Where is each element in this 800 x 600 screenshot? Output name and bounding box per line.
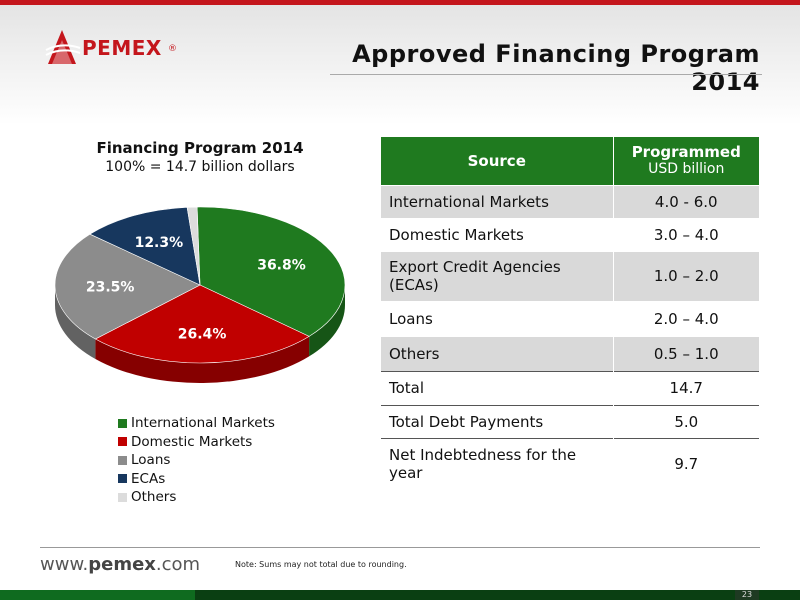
table-row: International Markets 4.0 - 6.0 xyxy=(381,184,759,218)
legend-item: International Markets xyxy=(118,414,275,433)
row-value: 3.0 – 4.0 xyxy=(612,217,759,251)
pie-data-label: 1.1% xyxy=(171,195,210,197)
legend-swatch xyxy=(118,437,127,447)
table-row: Total Debt Payments 5.0 xyxy=(381,404,759,438)
pie-slice-side xyxy=(55,285,96,360)
row-value: 14.7 xyxy=(612,370,759,405)
legend-label: Loans xyxy=(131,452,171,469)
pie-slice xyxy=(196,206,346,337)
legend-item: Domestic Markets xyxy=(118,433,275,452)
table-row: Domestic Markets 3.0 – 4.0 xyxy=(381,217,759,251)
chart-title: Financing Program 2014 xyxy=(96,139,304,157)
slide-title: Approved Financing Program 2014 xyxy=(352,40,760,96)
pie-slice xyxy=(186,206,201,286)
legend-swatch xyxy=(118,418,127,428)
legend-swatch xyxy=(118,474,127,484)
row-value: 4.0 - 6.0 xyxy=(612,184,759,218)
logo-registered-mark: ® xyxy=(168,44,177,54)
row-source: Loans xyxy=(381,300,613,336)
site-prefix: www. xyxy=(40,554,89,575)
pie-slice xyxy=(89,206,201,286)
pie-slice xyxy=(54,233,201,340)
legend-swatch xyxy=(118,455,127,465)
site-suffix: .com xyxy=(155,554,201,575)
legend-item: ECAs xyxy=(118,470,275,489)
pie-slice-side xyxy=(309,285,345,357)
legend-swatch xyxy=(118,492,127,502)
header-source: Source xyxy=(381,137,614,185)
pie-data-label: 26.4% xyxy=(178,326,227,342)
pie-slice xyxy=(94,284,310,364)
header-background xyxy=(0,5,800,125)
site-brand: pemex xyxy=(88,554,156,575)
row-source: Domestic Markets xyxy=(381,217,613,251)
pie-data-label: 23.5% xyxy=(86,279,135,295)
legend-label: International Markets xyxy=(131,415,275,432)
chart-subtitle: 100% = 14.7 billion dollars xyxy=(105,159,295,175)
row-value: 0.5 – 1.0 xyxy=(612,335,759,371)
table-row: Net Indebtedness for the year 9.7 xyxy=(381,437,759,490)
legend-item: Loans xyxy=(118,451,275,470)
header-programmed-unit: USD billion xyxy=(648,161,725,178)
row-source: Total xyxy=(381,370,613,405)
row-source: Others xyxy=(381,335,613,371)
pemex-logo-icon xyxy=(45,30,81,64)
footnote: Note: Sums may not total due to rounding… xyxy=(235,560,407,569)
row-source: Total Debt Payments xyxy=(381,404,613,438)
table-row: Others 0.5 – 1.0 xyxy=(381,335,759,371)
pie-data-label: 36.8% xyxy=(257,258,306,274)
page-number: 23 xyxy=(735,590,759,600)
row-value: 1.0 – 2.0 xyxy=(612,250,759,301)
chart-legend: International Markets Domestic Markets Loa… xyxy=(118,414,275,507)
table-row: Loans 2.0 – 4.0 xyxy=(381,300,759,336)
table-row: Export Credit Agencies (ECAs) 1.0 – 2.0 xyxy=(381,250,759,301)
row-source: Net Indebtedness for the year xyxy=(381,437,613,490)
header-programmed: Programmed USD billion xyxy=(613,137,759,185)
footer-bar-dark xyxy=(195,590,800,600)
pie-data-label: 12.3% xyxy=(135,235,184,251)
website-link[interactable]: www.pemex.com xyxy=(40,554,200,575)
row-value: 2.0 – 4.0 xyxy=(612,300,759,336)
legend-label: Domestic Markets xyxy=(131,433,253,450)
pie-slice-side xyxy=(95,336,310,383)
row-value: 9.7 xyxy=(612,437,759,490)
table-row: Total 14.7 xyxy=(381,370,759,405)
legend-label: ECAs xyxy=(131,470,166,487)
row-value: 5.0 xyxy=(612,404,759,438)
title-divider xyxy=(330,74,762,75)
row-source: International Markets xyxy=(381,184,613,218)
legend-item: Others xyxy=(118,488,275,507)
financing-table: Source Programmed USD billion Internatio… xyxy=(381,137,759,490)
header-programmed-label: Programmed xyxy=(631,143,741,162)
footer-divider xyxy=(40,547,760,548)
legend-label: Others xyxy=(131,489,177,506)
logo-text: PEMEX xyxy=(82,36,162,60)
top-accent-bar xyxy=(0,0,800,5)
row-source: Export Credit Agencies (ECAs) xyxy=(381,250,613,301)
pie-chart: 36.8% 26.4% 23.5% 12.3% 1.1% xyxy=(54,195,346,383)
